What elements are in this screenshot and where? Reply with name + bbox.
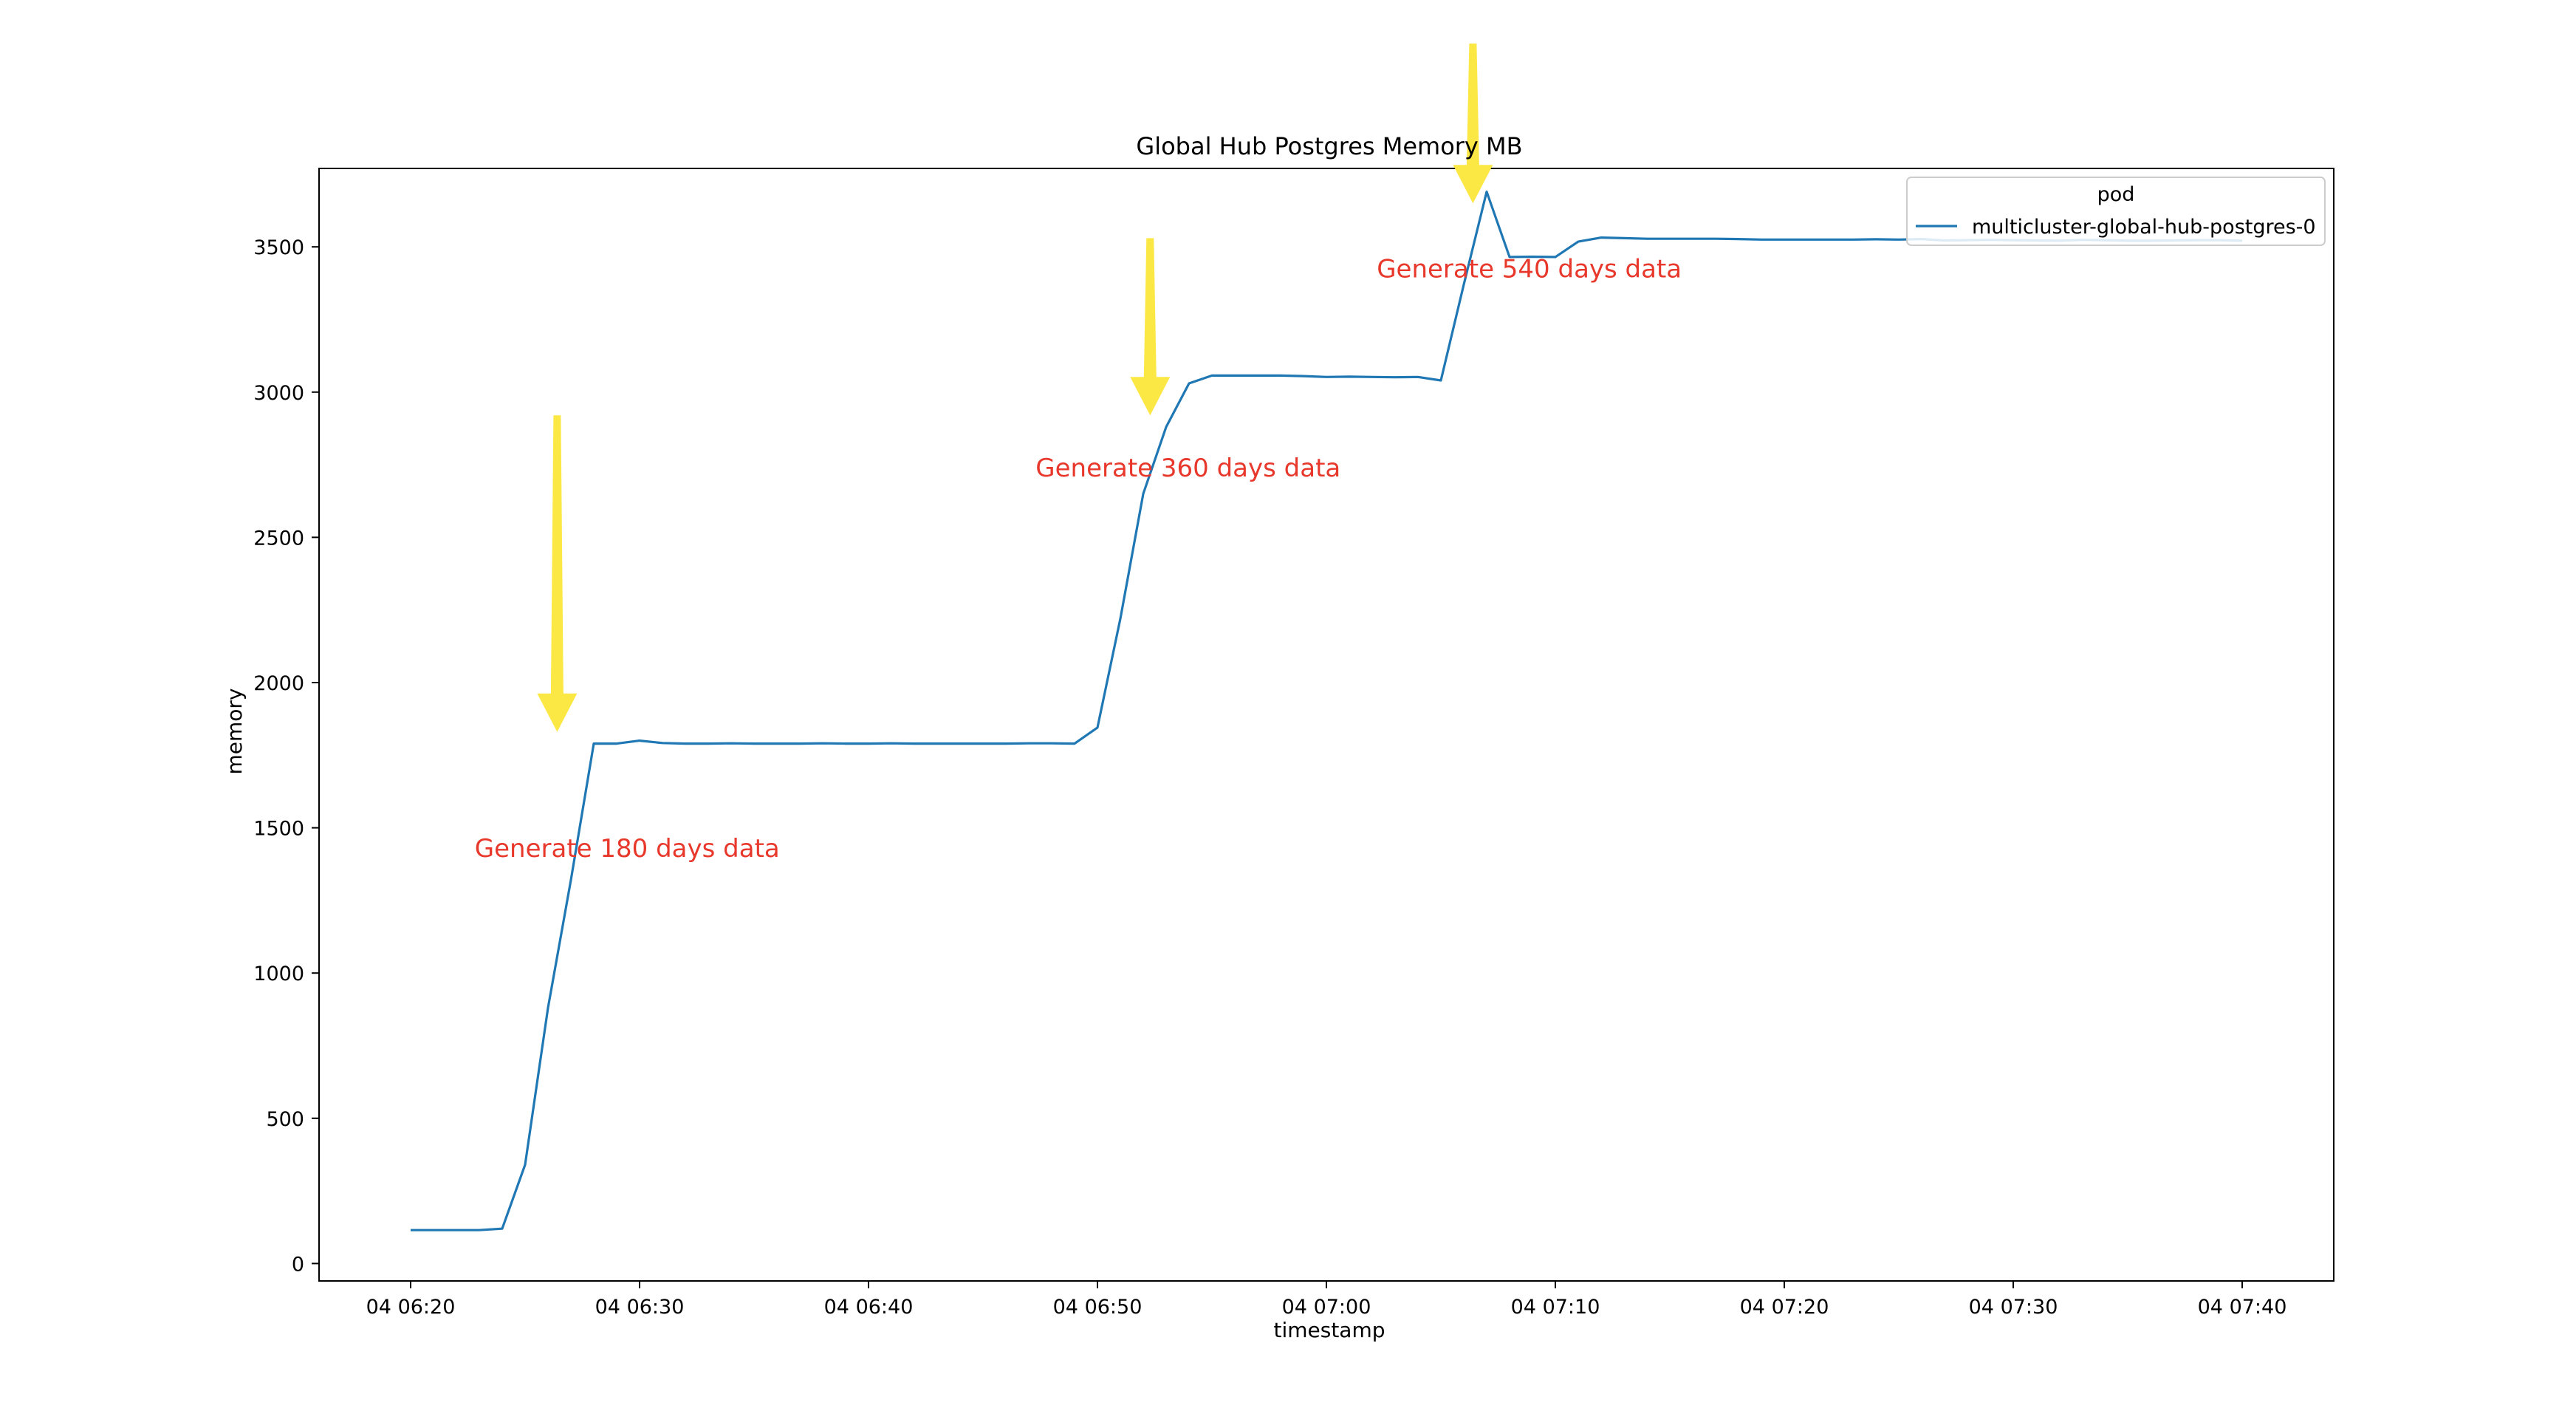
arrow-360-icon (1130, 238, 1171, 416)
x-tick-label: 04 06:30 (595, 1296, 685, 1319)
annotation-label-2: Generate 540 days data (1377, 254, 1682, 284)
annotation-layer: Generate 180 days data Generate 360 days … (475, 43, 1682, 864)
x-tick-label: 04 06:20 (366, 1296, 456, 1319)
y-axis-label: memory (222, 688, 247, 775)
arrow-180-icon (537, 415, 578, 732)
legend-box (1906, 177, 2326, 246)
arrow-540-icon (1453, 43, 1493, 204)
annotation-label-1: Generate 360 days data (1035, 454, 1340, 483)
x-tick-label: 04 07:10 (1511, 1296, 1600, 1319)
x-tick-label: 04 06:50 (1053, 1296, 1143, 1319)
axes: 04 06:20 04 06:30 04 06:40 04 06:50 04 07:00… (253, 168, 2334, 1319)
x-tick-label: 04 06:40 (824, 1296, 914, 1319)
y-tick-label: 2000 (253, 672, 304, 695)
x-tick-label: 04 07:20 (1740, 1296, 1829, 1319)
y-tick-label: 1500 (253, 818, 304, 841)
x-tick-label: 04 07:00 (1282, 1296, 1371, 1319)
series-line-0 (411, 190, 2243, 1231)
x-axis-label: timestamp (1273, 1318, 1385, 1342)
series-layer (411, 190, 2243, 1231)
legend: pod multicluster-global-hub-postgres-0 (1906, 177, 2326, 246)
annotation-label-0: Generate 180 days data (475, 834, 780, 864)
y-tick-label: 2500 (253, 527, 304, 550)
y-tick-label: 3000 (253, 382, 304, 405)
y-tick-label: 0 (292, 1253, 304, 1276)
plot-frame (318, 168, 2334, 1282)
legend-entry-0: multicluster-global-hub-postgres-0 (1972, 216, 2316, 239)
x-tick-label: 04 07:40 (2198, 1296, 2287, 1319)
x-tick-label: 04 07:30 (1969, 1296, 2058, 1319)
y-tick-label: 1000 (253, 963, 304, 985)
y-tick-label: 500 (266, 1108, 304, 1131)
legend-title: pod (2097, 183, 2135, 206)
chart-title: Global Hub Postgres Memory MB (1136, 132, 1522, 160)
y-tick-label: 3500 (253, 236, 304, 259)
